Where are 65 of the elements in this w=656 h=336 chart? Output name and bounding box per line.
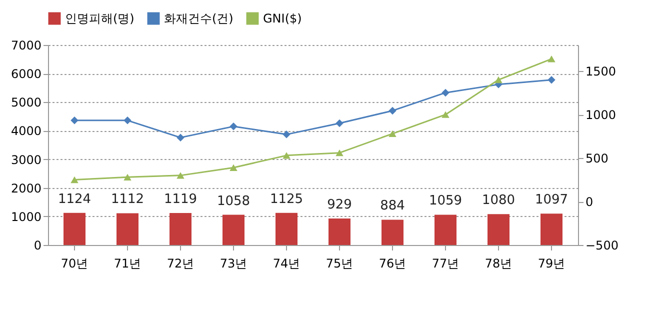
y-tick-label: 1000 <box>10 210 42 224</box>
point <box>230 164 238 171</box>
data-label: 929 <box>327 197 352 212</box>
x-tick-label: 74년 <box>272 256 300 270</box>
point <box>548 56 556 62</box>
y-tick-label: 4000 <box>10 124 42 138</box>
y2-tick-label: −500 <box>586 238 618 252</box>
point <box>230 122 238 130</box>
x-tick-label: 73년 <box>220 256 248 270</box>
bar <box>382 220 404 245</box>
point <box>176 134 184 142</box>
x-tick-label: 78년 <box>484 256 512 270</box>
x-tick-label: 70년 <box>60 256 88 270</box>
y-tick-label: 3000 <box>10 152 42 167</box>
legend-label: GNI($) <box>263 12 302 26</box>
point <box>336 119 344 128</box>
legend-label: 인명피해(명) <box>65 12 134 26</box>
x-tick-label: 72년 <box>166 256 194 270</box>
y-tick-label: 5000 <box>10 96 42 110</box>
legend-label: 화재건수(건) <box>164 12 234 26</box>
point <box>388 106 396 115</box>
data-label: 884 <box>380 198 405 214</box>
point <box>124 116 132 124</box>
point <box>282 152 290 159</box>
point <box>336 149 344 156</box>
y-tick-label: 0 <box>34 238 42 252</box>
x-tick-label: 77년 <box>432 256 460 270</box>
y2-tick-label: 0 <box>586 195 594 210</box>
point <box>548 76 556 84</box>
y-tick-label: 6000 <box>10 67 42 82</box>
x-tick-label: 79년 <box>538 256 566 270</box>
data-label: 1080 <box>482 193 516 208</box>
x-tick-label: 71년 <box>114 256 142 270</box>
data-label: 1119 <box>164 192 198 208</box>
data-label: 1112 <box>110 192 144 208</box>
x-tick-label: 75년 <box>326 256 354 270</box>
point <box>388 130 396 138</box>
bar <box>170 213 192 245</box>
y2-tick-label: 1500 <box>586 64 616 79</box>
data-label: 1125 <box>270 192 304 207</box>
y-tick-label: 7000 <box>10 38 42 52</box>
point <box>494 76 502 84</box>
bar <box>488 214 510 245</box>
data-label: 1097 <box>534 192 568 208</box>
point <box>442 111 450 118</box>
y2-tick-label: 500 <box>586 152 608 166</box>
point <box>70 176 78 184</box>
data-label: 1059 <box>428 194 462 209</box>
point <box>124 174 132 181</box>
bar <box>116 213 138 245</box>
bar <box>64 212 86 245</box>
y2-tick-label: 1000 <box>586 108 616 122</box>
point <box>70 116 78 124</box>
bar <box>328 218 350 245</box>
bar <box>540 214 562 245</box>
bar <box>434 214 456 245</box>
point <box>176 172 184 179</box>
bar <box>222 214 244 245</box>
point <box>442 88 450 97</box>
x-tick-label: 76년 <box>378 256 406 270</box>
data-label: 1058 <box>216 194 250 209</box>
data-label: 1124 <box>58 192 92 207</box>
point <box>282 130 290 138</box>
y-tick-label: 2000 <box>10 181 42 196</box>
bar <box>276 212 298 245</box>
